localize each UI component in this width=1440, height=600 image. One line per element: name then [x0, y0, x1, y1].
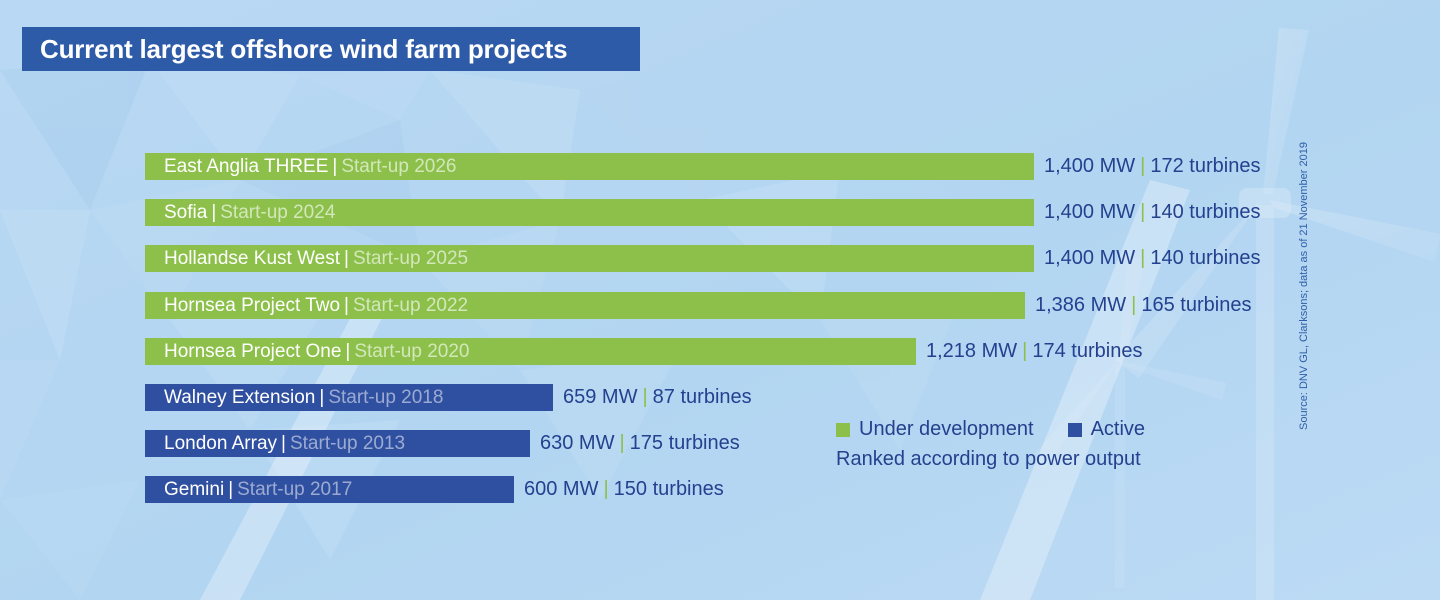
- startup-year-label: Start-up 2020: [354, 341, 470, 362]
- chart-row: Sofia | Start-up 2024 1,400 MW | 140 turbines: [145, 199, 1345, 226]
- legend-label-active: Active: [1090, 418, 1146, 440]
- bar-label: Hornsea Project One | Start-up 2020: [145, 338, 470, 365]
- power-output-value: 1,218 MW: [926, 340, 1018, 362]
- value-label: 1,400 MW | 140 turbines: [1044, 199, 1260, 226]
- bar[interactable]: East Anglia THREE | Start-up 2026: [145, 153, 1034, 180]
- label-separator: |: [281, 433, 286, 454]
- value-separator: |: [1140, 155, 1146, 177]
- startup-year-label: Start-up 2022: [352, 295, 469, 316]
- value-label: 659 MW | 87 turbines: [563, 384, 752, 411]
- value-label: 630 MW | 175 turbines: [540, 430, 740, 457]
- blue-square-icon: [1067, 422, 1082, 437]
- bar-label: Hornsea Project Two | Start-up 2022: [145, 292, 468, 319]
- value-separator: |: [1022, 340, 1028, 362]
- bar[interactable]: London Array | Start-up 2013: [145, 430, 530, 457]
- value-label: 1,400 MW | 172 turbines: [1044, 153, 1260, 180]
- page-title-bar: Current largest offshore wind farm proje…: [22, 27, 640, 71]
- bar[interactable]: Hollandse Kust West | Start-up 2025: [145, 245, 1034, 272]
- startup-year-label: Start-up 2013: [289, 433, 406, 454]
- turbine-count-value: 175 turbines: [629, 432, 740, 454]
- bar-label: London Array | Start-up 2013: [145, 430, 405, 457]
- label-separator: |: [344, 248, 349, 269]
- turbine-count-value: 165 turbines: [1141, 294, 1252, 316]
- bar[interactable]: Hornsea Project Two | Start-up 2022: [145, 292, 1025, 319]
- value-separator: |: [642, 386, 648, 408]
- bar-label: Gemini | Start-up 2017: [145, 476, 352, 503]
- bar[interactable]: Hornsea Project One | Start-up 2020: [145, 338, 916, 365]
- project-name: London Array: [164, 433, 278, 454]
- project-name: Sofia: [164, 202, 208, 223]
- project-name: Hornsea Project Two: [164, 295, 341, 316]
- power-output-value: 1,400 MW: [1044, 201, 1136, 223]
- chart-row: Hornsea Project Two | Start-up 2022 1,386 M…: [145, 292, 1345, 319]
- startup-year-label: Start-up 2018: [328, 387, 444, 408]
- startup-year-label: Start-up 2024: [220, 202, 336, 223]
- source-note: Source: DNV GL, Clarksons; data as of 21…: [1298, 142, 1311, 430]
- label-separator: |: [344, 295, 349, 316]
- value-separator: |: [1140, 201, 1146, 223]
- label-separator: |: [345, 341, 351, 362]
- power-output-value: 659 MW: [563, 386, 638, 408]
- legend-items: Under development Active: [836, 418, 1145, 441]
- power-output-value: 1,400 MW: [1044, 247, 1136, 269]
- legend-label-under-development: Under development: [859, 418, 1034, 440]
- turbine-count-value: 140 turbines: [1150, 247, 1261, 269]
- startup-year-label: Start-up 2017: [237, 479, 353, 500]
- bar-label: Sofia | Start-up 2024: [145, 199, 335, 226]
- turbine-count-value: 140 turbines: [1150, 201, 1261, 223]
- chart-row: Walney Extension | Start-up 2018 659 MW | 87 …: [145, 384, 1345, 411]
- value-separator: |: [603, 478, 609, 500]
- value-label: 600 MW | 150 turbines: [524, 476, 724, 503]
- turbine-count-value: 174 turbines: [1032, 340, 1143, 362]
- legend-note: Ranked according to power output: [836, 448, 1141, 470]
- value-label: 1,386 MW | 165 turbines: [1035, 292, 1251, 319]
- power-output-value: 630 MW: [540, 432, 615, 454]
- turbine-count-value: 150 turbines: [613, 478, 724, 500]
- legend: Under development Active Ranked accordin…: [836, 418, 1145, 471]
- label-separator: |: [319, 387, 325, 408]
- bar[interactable]: Sofia | Start-up 2024: [145, 199, 1034, 226]
- value-separator: |: [1140, 247, 1146, 269]
- chart-row: East Anglia THREE | Start-up 2026 1,400 MW |…: [145, 153, 1345, 180]
- chart-row: Gemini | Start-up 2017 600 MW | 150 turbines: [145, 476, 1345, 503]
- value-label: 1,400 MW | 140 turbines: [1044, 245, 1260, 272]
- project-name: Hornsea Project One: [164, 341, 342, 362]
- value-label: 1,218 MW | 174 turbines: [926, 338, 1142, 365]
- label-separator: |: [228, 479, 234, 500]
- page-title: Current largest offshore wind farm proje…: [40, 33, 568, 64]
- label-separator: |: [332, 156, 338, 177]
- bar[interactable]: Walney Extension | Start-up 2018: [145, 384, 553, 411]
- startup-year-label: Start-up 2025: [352, 248, 469, 269]
- legend-item-active: Active: [1067, 418, 1146, 441]
- power-output-value: 1,400 MW: [1044, 155, 1136, 177]
- value-separator: |: [1131, 294, 1137, 316]
- green-square-icon: [836, 422, 850, 437]
- chart-row: Hollandse Kust West | Start-up 2025 1,400 M…: [145, 245, 1345, 272]
- value-separator: |: [619, 432, 625, 454]
- chart-row: London Array | Start-up 2013 630 MW | 175 tur…: [145, 430, 1345, 457]
- legend-item-under-development: Under development: [836, 418, 1034, 441]
- startup-year-label: Start-up 2026: [341, 156, 457, 177]
- label-separator: |: [211, 202, 217, 223]
- turbine-count-value: 87 turbines: [652, 386, 752, 408]
- bar-label: Walney Extension | Start-up 2018: [145, 384, 443, 411]
- chart-row: Hornsea Project One | Start-up 2020 1,218 M…: [145, 338, 1345, 365]
- project-name: Walney Extension: [164, 387, 316, 408]
- bar[interactable]: Gemini | Start-up 2017: [145, 476, 514, 503]
- project-name: East Anglia THREE: [164, 156, 329, 177]
- power-output-value: 600 MW: [524, 478, 599, 500]
- project-name: Hollandse Kust West: [164, 248, 341, 269]
- bar-label: East Anglia THREE | Start-up 2026: [145, 153, 456, 180]
- turbine-count-value: 172 turbines: [1150, 155, 1261, 177]
- project-name: Gemini: [164, 479, 225, 500]
- power-output-value: 1,386 MW: [1035, 294, 1127, 316]
- bar-label: Hollandse Kust West | Start-up 2025: [145, 245, 468, 272]
